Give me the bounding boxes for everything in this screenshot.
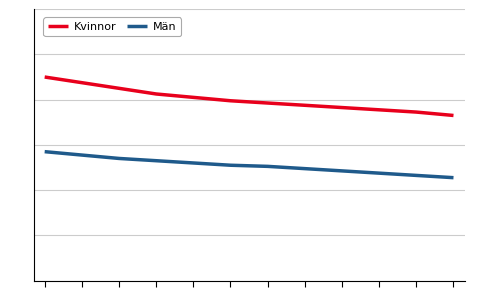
Kvinnor (265, 101, 271, 105)
Kvinnor (302, 103, 308, 107)
Line: Kvinnor: Kvinnor (45, 77, 454, 116)
Kvinnor (79, 81, 85, 84)
Män (413, 174, 419, 177)
Män (376, 171, 382, 175)
Line: Män: Män (45, 152, 454, 178)
Män (302, 167, 308, 170)
Kvinnor (413, 110, 419, 114)
Legend: Kvinnor, Män: Kvinnor, Män (44, 17, 181, 36)
Män (265, 164, 271, 168)
Män (451, 176, 456, 180)
Kvinnor (376, 108, 382, 112)
Män (116, 157, 122, 160)
Män (228, 163, 233, 167)
Kvinnor (451, 114, 456, 117)
Kvinnor (191, 95, 196, 99)
Kvinnor (42, 75, 47, 79)
Män (339, 169, 345, 173)
Kvinnor (116, 87, 122, 90)
Män (191, 161, 196, 165)
Män (42, 150, 47, 153)
Män (153, 159, 159, 163)
Kvinnor (228, 99, 233, 102)
Kvinnor (339, 106, 345, 109)
Kvinnor (153, 92, 159, 96)
Män (79, 153, 85, 157)
